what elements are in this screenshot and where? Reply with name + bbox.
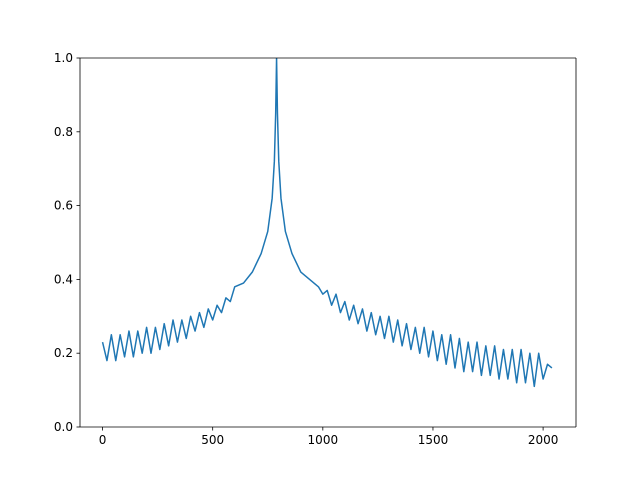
x-tick-label: 500 [201, 433, 224, 447]
x-tick-label: 1000 [308, 433, 339, 447]
y-tick-label: 0.6 [54, 199, 73, 213]
x-tick-label: 1500 [418, 433, 449, 447]
data-line [101, 58, 553, 388]
x-tick-label: 2000 [528, 433, 559, 447]
y-tick-label: 0.0 [54, 420, 73, 434]
y-tick-label: 0.2 [54, 346, 73, 360]
y-tick-label: 1.0 [54, 51, 73, 65]
y-tick-label: 0.4 [54, 272, 73, 286]
y-tick-label: 0.8 [54, 125, 73, 139]
x-tick-label: 0 [99, 433, 107, 447]
